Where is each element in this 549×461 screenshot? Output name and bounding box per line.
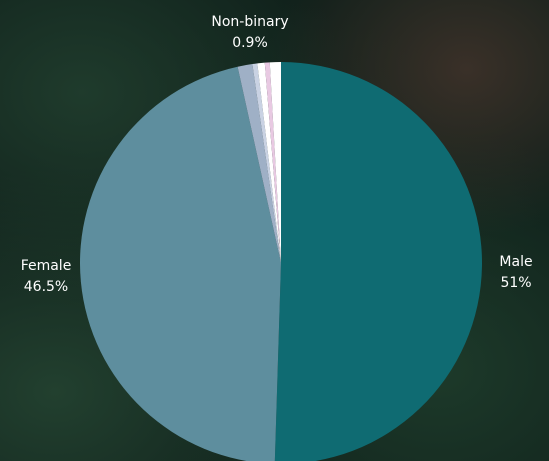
pie-slice-female xyxy=(80,66,281,461)
slice-label-female-value: 46.5% xyxy=(24,279,68,295)
slice-label-nonbinary-name: Non-binary xyxy=(211,14,288,30)
slice-label-female-name: Female xyxy=(21,258,72,274)
pie-slices xyxy=(80,62,482,461)
pie-slice-other-2 xyxy=(237,64,281,263)
pie-slice-other-3 xyxy=(252,63,281,264)
slice-label-male-name: Male xyxy=(499,254,532,270)
slice-label-male-value: 51% xyxy=(500,275,531,291)
slice-label-nonbinary-value: 0.9% xyxy=(232,35,268,51)
pie-slice-male xyxy=(274,62,482,461)
pie-slice-non-binary xyxy=(269,62,281,263)
pie-slice-other-4 xyxy=(257,62,281,263)
pie-slice-other-5 xyxy=(264,62,281,264)
